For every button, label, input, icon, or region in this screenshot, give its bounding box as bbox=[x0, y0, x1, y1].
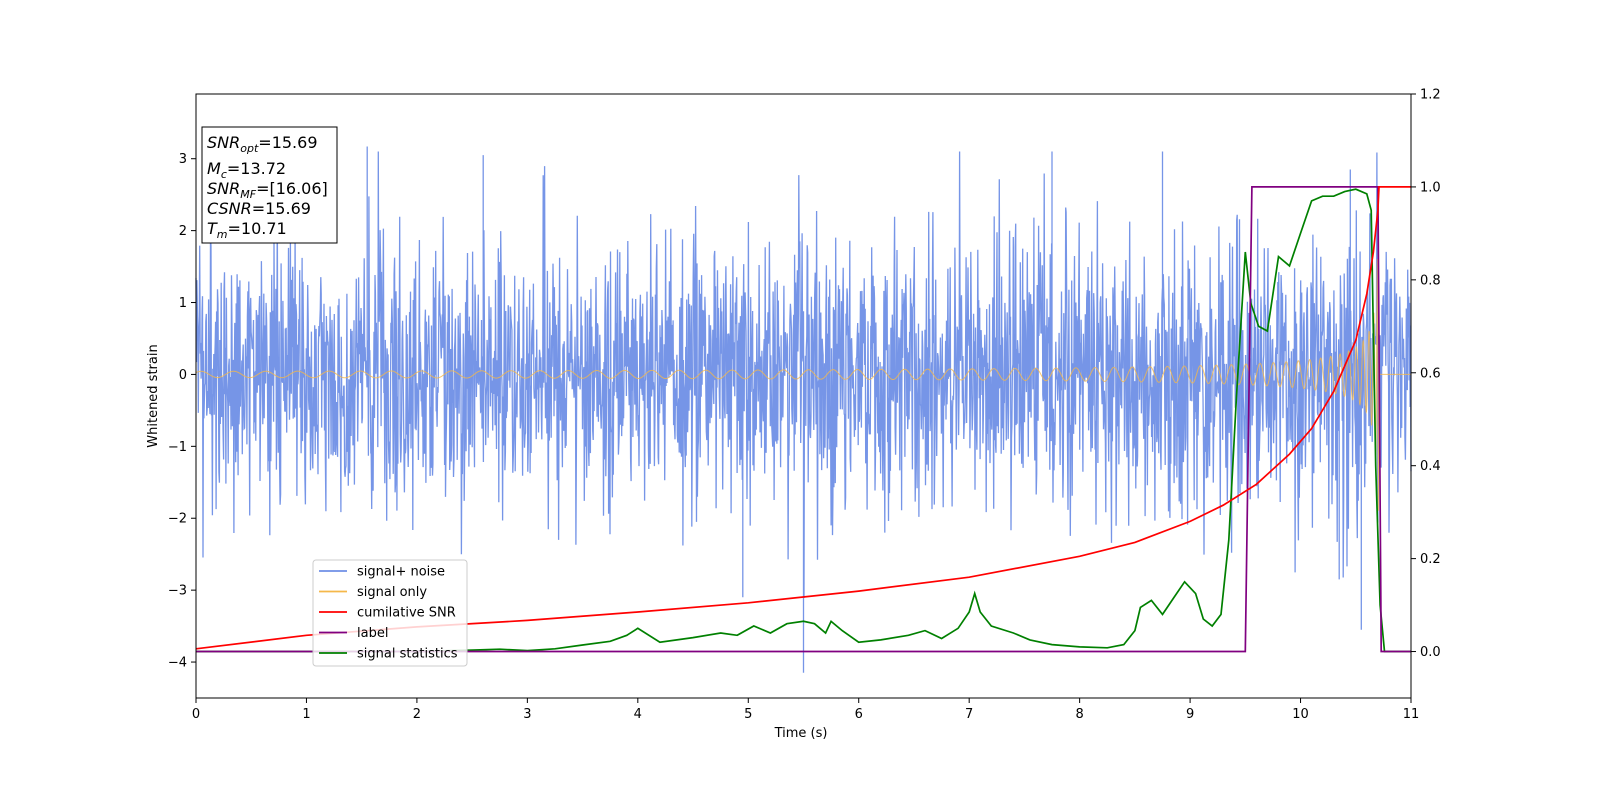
x-tick-label: 5 bbox=[744, 707, 752, 722]
stats-box: SNRopt=15.69 Mc=13.72 SNRMF=[16.06] CSNR… bbox=[201, 126, 338, 244]
y-axis-left: 3 2 1 0 −1 −2 −3 −4 bbox=[168, 152, 196, 671]
x-tick-label: 0 bbox=[192, 707, 200, 722]
y-left-tick-label: −3 bbox=[168, 584, 187, 599]
series-signal-noise bbox=[195, 146, 1412, 673]
y-left-tick-label: −1 bbox=[168, 440, 187, 455]
x-tick-label: 10 bbox=[1292, 707, 1309, 722]
y-left-tick-label: −4 bbox=[168, 656, 187, 671]
x-tick-label: 11 bbox=[1403, 707, 1420, 722]
legend-label: signal statistics bbox=[357, 647, 458, 662]
plot-area bbox=[195, 146, 1412, 673]
series-label bbox=[196, 186, 1411, 653]
series-signal-statistics bbox=[196, 188, 1411, 653]
x-axis: 0 1 2 3 4 5 6 7 8 9 10 11 bbox=[192, 698, 1419, 722]
axes-frame bbox=[195, 93, 1412, 699]
x-tick-label: 1 bbox=[302, 707, 310, 722]
y-right-tick-label: 0.8 bbox=[1420, 273, 1441, 288]
legend: signal+ noise signal only cumilative SNR la… bbox=[312, 559, 468, 667]
stat-mc: Mc=13.72 bbox=[207, 159, 286, 181]
legend-label: signal only bbox=[357, 585, 427, 600]
legend-label: cumilative SNR bbox=[357, 606, 456, 621]
y-left-tick-label: 0 bbox=[179, 368, 187, 383]
y-right-tick-label: 1.2 bbox=[1420, 88, 1441, 103]
y-axis-right: 1.2 1.0 0.8 0.6 0.4 0.2 0.0 bbox=[1411, 88, 1441, 660]
x-tick-label: 9 bbox=[1186, 707, 1194, 722]
y-left-tick-label: −2 bbox=[168, 512, 187, 527]
legend-frame bbox=[312, 559, 468, 667]
x-tick-label: 8 bbox=[1075, 707, 1083, 722]
stat-csnr: CSNR=15.69 bbox=[207, 199, 311, 218]
y-left-tick-label: 3 bbox=[179, 152, 187, 167]
series-signal-only bbox=[195, 259, 1411, 511]
y-right-tick-label: 0.0 bbox=[1420, 645, 1441, 660]
x-tick-label: 2 bbox=[413, 707, 421, 722]
stat-snr-opt: SNRopt=15.69 bbox=[207, 133, 318, 155]
x-tick-label: 4 bbox=[634, 707, 642, 722]
y-right-tick-label: 0.6 bbox=[1420, 366, 1441, 381]
y-axis-label: Whitened strain bbox=[146, 344, 161, 447]
series-cumulative-snr bbox=[195, 186, 1411, 650]
y-right-tick-label: 0.4 bbox=[1420, 459, 1441, 474]
y-right-tick-label: 0.2 bbox=[1420, 552, 1441, 567]
legend-label: label bbox=[357, 626, 388, 641]
x-tick-label: 7 bbox=[965, 707, 973, 722]
legend-label: signal+ noise bbox=[357, 565, 445, 580]
stat-snr-mf: SNRMF=[16.06] bbox=[207, 179, 328, 201]
stat-tm: Tm=10.71 bbox=[207, 219, 287, 241]
y-right-tick-label: 1.0 bbox=[1420, 180, 1441, 195]
stats-box-frame bbox=[201, 126, 338, 244]
x-tick-label: 3 bbox=[523, 707, 531, 722]
y-left-tick-label: 2 bbox=[179, 224, 187, 239]
y-left-tick-label: 1 bbox=[179, 296, 187, 311]
x-axis-label: Time (s) bbox=[774, 726, 828, 741]
x-tick-label: 6 bbox=[855, 707, 863, 722]
